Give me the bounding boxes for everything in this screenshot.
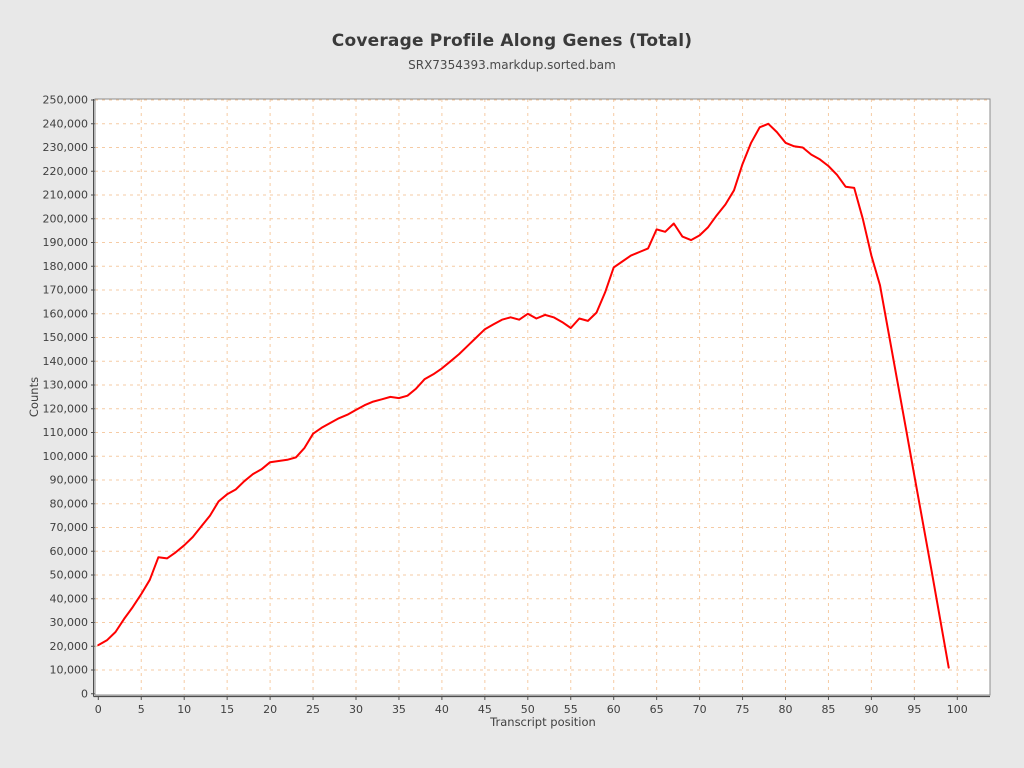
x-tick-label: 60: [607, 703, 621, 716]
y-axis-label: Counts: [27, 377, 41, 417]
y-tick-label: 230,000: [43, 141, 89, 154]
y-tick-label: 170,000: [43, 284, 89, 297]
plot-frame: [94, 98, 991, 696]
y-tick-label: 150,000: [43, 331, 89, 344]
x-tick-label: 55: [564, 703, 578, 716]
y-tick-label: 20,000: [50, 640, 89, 653]
y-tick-label: 30,000: [50, 616, 89, 629]
y-tick-label: 200,000: [43, 212, 89, 225]
x-tick-label: 75: [736, 703, 750, 716]
x-tick-label: 15: [220, 703, 234, 716]
chart-subtitle: SRX7354393.markdup.sorted.bam: [408, 58, 616, 72]
y-tick-label: 40,000: [50, 592, 89, 605]
x-tick-label: 40: [435, 703, 449, 716]
x-tick-label: 65: [650, 703, 664, 716]
x-tick-label: 50: [521, 703, 535, 716]
y-tick-label: 10,000: [50, 664, 89, 677]
x-tick-label: 95: [907, 703, 921, 716]
y-tick-label: 80,000: [50, 497, 89, 510]
x-tick-label: 0: [95, 703, 102, 716]
x-tick-label: 90: [864, 703, 878, 716]
x-tick-label: 70: [693, 703, 707, 716]
y-tick-label: 190,000: [43, 236, 89, 249]
x-tick-label: 20: [263, 703, 277, 716]
x-tick-label: 5: [138, 703, 145, 716]
y-tick-label: 110,000: [43, 426, 89, 439]
y-tick-label: 180,000: [43, 260, 89, 273]
coverage-line: [97, 122, 950, 669]
y-tick-label: 210,000: [43, 189, 89, 202]
y-tick-label: 100,000: [43, 450, 89, 463]
x-tick-label: 45: [478, 703, 492, 716]
y-tick-label: 220,000: [43, 165, 89, 178]
y-tick-label: 70,000: [50, 521, 89, 534]
y-tick-label: 120,000: [43, 402, 89, 415]
plot-area: 0 10,000 20,000 30,000 40,000 50,000 60,000 70,…: [43, 94, 991, 717]
y-tick-label: 250,000: [43, 94, 89, 107]
y-tick-label: 140,000: [43, 355, 89, 368]
y-tick-label: 240,000: [43, 117, 89, 130]
y-tick-label: 50,000: [50, 569, 89, 582]
x-tick-label: 100: [947, 703, 968, 716]
plot-background: [95, 99, 990, 695]
x-tick-label: 85: [821, 703, 835, 716]
y-tick-label: 0: [81, 687, 88, 700]
y-tick-label: 90,000: [50, 474, 89, 487]
y-tick-label: 160,000: [43, 307, 89, 320]
x-tick-label: 30: [349, 703, 363, 716]
x-axis-label: Transcript position: [489, 715, 596, 729]
chart-title: Coverage Profile Along Genes (Total): [331, 31, 693, 51]
x-tick-label: 80: [779, 703, 793, 716]
x-tick-label: 35: [392, 703, 406, 716]
y-tick-label: 130,000: [43, 379, 89, 392]
y-tick-label: 60,000: [50, 545, 89, 558]
x-tick-label: 10: [177, 703, 191, 716]
tick-labels: 0 10,000 20,000 30,000 40,000 50,000 60,000 70,…: [43, 94, 968, 717]
x-tick-label: 25: [306, 703, 320, 716]
gridlines: [95, 99, 990, 695]
